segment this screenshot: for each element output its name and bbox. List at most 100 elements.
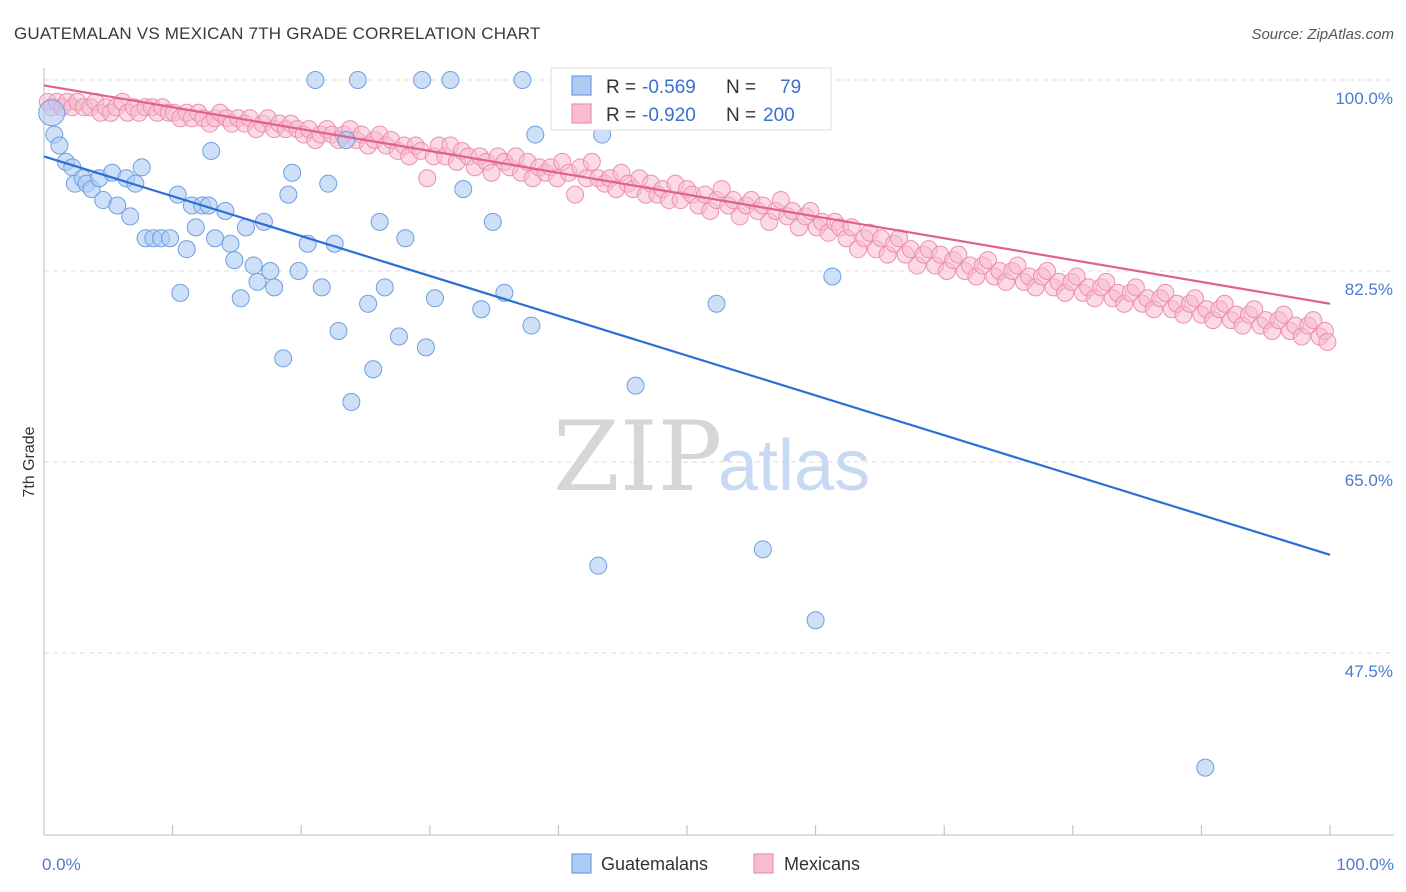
guatemalan-point-46 xyxy=(312,278,331,297)
guatemalan-point-58 xyxy=(396,229,415,248)
guatemalan-point-49 xyxy=(329,322,348,341)
mexican-point-156 xyxy=(949,245,968,264)
guatemalan-point-53 xyxy=(359,294,378,313)
chart-title: GUATEMALAN VS MEXICAN 7TH GRADE CORRELAT… xyxy=(14,24,541,43)
legend-n-label-2: N = xyxy=(726,105,756,126)
guatemalan-point-14 xyxy=(121,207,140,226)
mexican-point-206 xyxy=(1245,300,1264,319)
guatemalan-trend-line xyxy=(43,155,1331,556)
legend-n-value-2: 200 xyxy=(763,105,795,126)
guatemalan-point-75 xyxy=(806,611,825,630)
legend-swatch-guatemalans xyxy=(571,75,592,96)
mexican-point-211 xyxy=(1274,305,1293,324)
bottom-legend-mexicans: Mexicans xyxy=(784,854,860,874)
x-tick-label-1: 100.0% xyxy=(1336,855,1394,874)
guatemalan-point-25 xyxy=(186,218,205,237)
guatemalan-point-50 xyxy=(337,131,356,150)
guatemalan-point-41 xyxy=(279,185,298,204)
mexican-point-116 xyxy=(712,180,731,199)
guatemalan-point-62 xyxy=(441,71,460,89)
bottom-legend-swatch-guatemalans xyxy=(571,853,592,874)
guatemalan-point-38 xyxy=(261,262,280,280)
guatemalan-point-29 xyxy=(206,229,225,248)
mexican-trend-line xyxy=(43,84,1331,305)
legend-swatch-mexicans xyxy=(571,103,592,124)
guatemalan-point-70 xyxy=(589,556,608,575)
mexican-point-181 xyxy=(1097,272,1116,291)
watermark-atlas: atlas xyxy=(718,426,870,506)
mexican-points xyxy=(38,92,1337,351)
guatemalan-point-36 xyxy=(248,272,267,291)
y-tick-label-0: 47.5% xyxy=(1345,662,1393,681)
guatemalan-point-60 xyxy=(416,338,435,357)
guatemalan-point-33 xyxy=(231,289,250,308)
mexican-point-186 xyxy=(1126,278,1145,297)
guatemalan-point-74 xyxy=(753,540,772,559)
legend-background xyxy=(550,67,832,131)
guatemalan-point-65 xyxy=(483,212,502,231)
mexican-point-66 xyxy=(418,169,437,188)
guatemalan-point-55 xyxy=(370,212,389,231)
guatemalan-point-57 xyxy=(389,327,408,346)
mexican-point-219 xyxy=(1318,332,1337,351)
y-tick-label-3: 100.0% xyxy=(1335,89,1393,108)
legend-n-label-1: N = xyxy=(726,77,756,98)
guatemalan-point-23 xyxy=(177,240,196,259)
guatemalan-point-12 xyxy=(108,196,127,215)
trend-lines xyxy=(43,84,1331,556)
chart-source: Source: ZipAtlas.com xyxy=(1251,26,1394,43)
watermark: ZIP atlas xyxy=(553,401,870,513)
guatemalan-point-61 xyxy=(425,289,444,308)
guatemalan-point-2 xyxy=(50,136,69,155)
mexican-point-91 xyxy=(566,185,585,204)
mexican-point-94 xyxy=(582,152,601,171)
guatemalan-point-20 xyxy=(161,229,180,248)
legend-box: R = -0.569 N = 79 R = -0.920 N = 200 xyxy=(550,67,832,131)
watermark-zip: ZIP xyxy=(553,401,722,513)
legend-r-value-2: -0.920 xyxy=(642,105,696,126)
guatemalan-point-42 xyxy=(283,163,302,182)
guatemalan-point-39 xyxy=(265,278,284,297)
guatemalan-points xyxy=(38,71,1215,777)
guatemalan-point-72 xyxy=(626,376,645,395)
guatemalan-point-16 xyxy=(132,158,151,177)
legend-r-label-2: R = xyxy=(606,105,636,126)
guatemalan-point-64 xyxy=(472,300,491,319)
guatemalan-point-51 xyxy=(342,392,361,411)
guatemalan-point-77 xyxy=(1196,758,1215,777)
axes: 0.0% 100.0% xyxy=(42,68,1394,874)
guatemalan-point-22 xyxy=(171,283,190,302)
mexican-point-216 xyxy=(1304,311,1323,330)
mexican-point-176 xyxy=(1067,267,1086,286)
y-tick-label-1: 65.0% xyxy=(1345,471,1393,490)
guatemalan-point-35 xyxy=(244,256,263,275)
guatemalan-point-0 xyxy=(38,99,66,127)
bottom-legend-guatemalans: Guatemalans xyxy=(601,854,708,874)
guatemalan-point-43 xyxy=(289,262,308,280)
guatemalan-point-28 xyxy=(202,141,221,160)
guatemalan-point-56 xyxy=(375,278,394,297)
bottom-legend: Guatemalans Mexicans xyxy=(571,853,860,874)
guatemalan-point-76 xyxy=(823,267,842,286)
guatemalan-point-63 xyxy=(454,180,473,199)
guatemalan-point-73 xyxy=(707,294,726,313)
legend-r-value-1: -0.569 xyxy=(642,77,696,98)
guatemalan-point-40 xyxy=(274,349,293,368)
mexican-point-77 xyxy=(482,163,501,182)
mexican-point-166 xyxy=(1008,256,1027,275)
x-tick-label-0: 0.0% xyxy=(42,855,81,874)
mexican-point-171 xyxy=(1038,262,1057,280)
legend-n-value-1: 79 xyxy=(780,77,801,98)
guatemalan-point-68 xyxy=(522,316,541,335)
guatemalan-point-31 xyxy=(221,234,240,253)
y-tick-label-2: 82.5% xyxy=(1345,280,1393,299)
guatemalan-point-59 xyxy=(413,71,432,89)
guatemalan-point-69 xyxy=(526,125,545,144)
bottom-legend-swatch-mexicans xyxy=(753,853,774,874)
legend-r-label-1: R = xyxy=(606,77,636,98)
mexican-point-161 xyxy=(978,251,997,270)
guatemalan-point-67 xyxy=(513,71,532,89)
gridlines: 47.5% 65.0% 82.5% 100.0% xyxy=(44,79,1394,681)
mexican-point-196 xyxy=(1185,289,1204,308)
